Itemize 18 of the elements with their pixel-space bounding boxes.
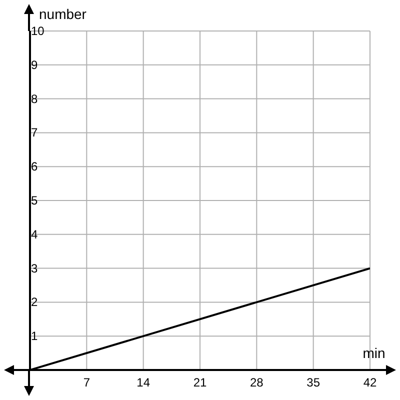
x-tick-label: 14 xyxy=(136,376,150,390)
y-axis-title: number xyxy=(39,6,87,22)
y-tick-label: 1 xyxy=(31,329,38,344)
y-tick-label: 10 xyxy=(31,24,45,38)
x-axis-title: min xyxy=(362,345,386,361)
x-tick-label: 7 xyxy=(83,376,90,390)
y-tick-label: 7 xyxy=(31,126,38,140)
y-tick-label: 3 xyxy=(31,261,38,276)
x-tick-label: 28 xyxy=(250,376,264,390)
y-tick-label: 9 xyxy=(31,58,38,72)
y-tick-label: 2 xyxy=(31,295,38,310)
y-tick-label: 5 xyxy=(31,194,38,208)
y-tick-label: 4 xyxy=(31,227,38,242)
x-tick-label: 35 xyxy=(306,376,320,390)
y-tick-label: 8 xyxy=(31,92,38,106)
y-tick-label: 6 xyxy=(31,160,38,174)
x-tick-label: 42 xyxy=(363,376,377,390)
x-tick-label: 21 xyxy=(193,376,207,390)
